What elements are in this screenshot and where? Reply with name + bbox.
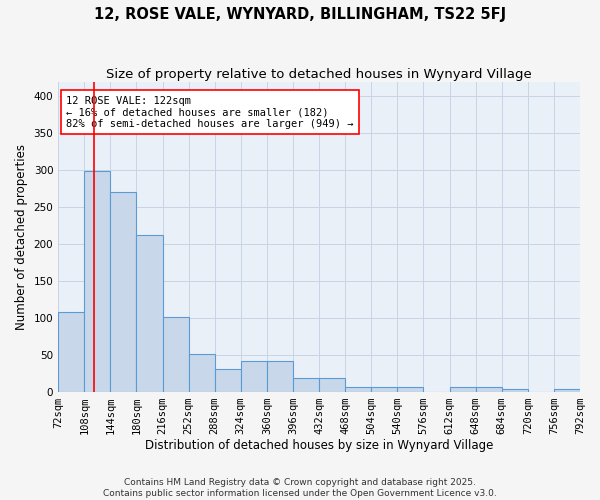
- Text: 12 ROSE VALE: 122sqm
← 16% of detached houses are smaller (182)
82% of semi-deta: 12 ROSE VALE: 122sqm ← 16% of detached h…: [66, 96, 353, 129]
- Bar: [163, 317, 188, 392]
- Bar: [241, 360, 267, 392]
- Bar: [188, 354, 215, 392]
- Bar: [345, 387, 371, 392]
- Bar: [58, 312, 84, 392]
- Bar: [319, 378, 345, 392]
- Bar: [554, 388, 580, 392]
- Bar: [84, 171, 110, 392]
- Bar: [110, 192, 136, 392]
- Bar: [267, 362, 293, 392]
- Text: Contains HM Land Registry data © Crown copyright and database right 2025.
Contai: Contains HM Land Registry data © Crown c…: [103, 478, 497, 498]
- Text: 12, ROSE VALE, WYNYARD, BILLINGHAM, TS22 5FJ: 12, ROSE VALE, WYNYARD, BILLINGHAM, TS22…: [94, 8, 506, 22]
- Bar: [371, 387, 397, 392]
- Bar: [293, 378, 319, 392]
- X-axis label: Distribution of detached houses by size in Wynyard Village: Distribution of detached houses by size …: [145, 440, 493, 452]
- Bar: [476, 387, 502, 392]
- Bar: [215, 368, 241, 392]
- Y-axis label: Number of detached properties: Number of detached properties: [15, 144, 28, 330]
- Bar: [136, 235, 163, 392]
- Bar: [449, 387, 476, 392]
- Bar: [397, 387, 424, 392]
- Title: Size of property relative to detached houses in Wynyard Village: Size of property relative to detached ho…: [106, 68, 532, 80]
- Bar: [502, 388, 528, 392]
